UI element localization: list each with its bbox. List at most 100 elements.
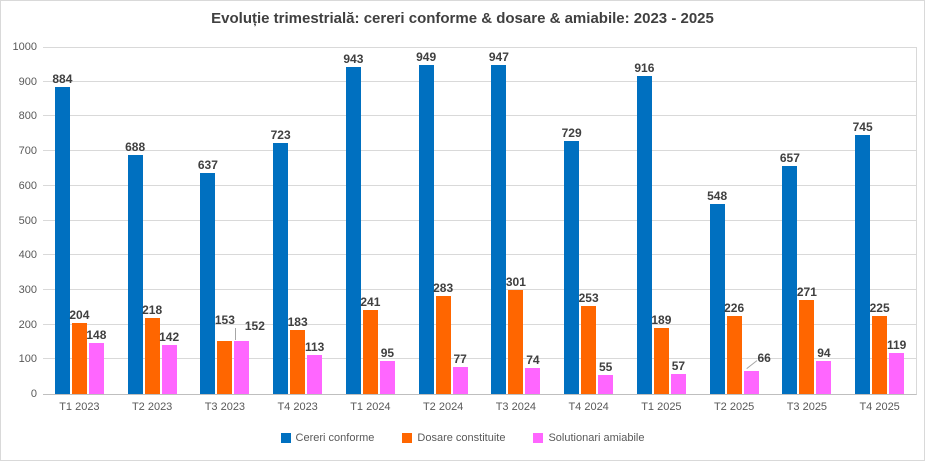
- bar-value-label: 148: [86, 328, 107, 342]
- legend-swatch: [533, 433, 544, 443]
- legend-item-dosare-constituite: Dosare constituite: [402, 432, 505, 444]
- x-tick-label: T3 2025: [786, 401, 828, 413]
- bar-cereri-conforme: 723: [271, 129, 291, 394]
- bar-value-label: 657: [779, 151, 800, 165]
- gridline: [43, 115, 916, 117]
- bar-solutionari-amiabile: 95: [379, 347, 395, 394]
- bar-group-t3-2024: 947 301 74: [480, 47, 553, 394]
- bar-value-label: 916: [634, 61, 655, 75]
- bar-group-t2-2023: 688 218 142: [116, 47, 189, 394]
- bar-solutionari-amiabile: 77: [452, 353, 468, 394]
- x-tick-label: T4 2024: [568, 401, 609, 413]
- bar-group-t3-2025: 657 271 94: [771, 47, 844, 394]
- bar-value-label: 745: [852, 120, 873, 134]
- bar-value-label: 271: [796, 285, 817, 299]
- bar-cereri-conforme: 947: [489, 51, 509, 394]
- y-tick-label: 500: [18, 214, 37, 227]
- x-tick-label: T4 2025: [859, 401, 900, 413]
- y-tick-label: 800: [18, 110, 37, 123]
- bar-value-label: 548: [707, 189, 728, 203]
- y-tick-label: 0: [30, 388, 37, 400]
- label-leader-line: [746, 360, 757, 369]
- bar-value-label: 77: [453, 352, 467, 366]
- y-tick-label: 100: [18, 353, 37, 366]
- x-tick-label: T1 2024: [350, 401, 391, 413]
- gridline: [43, 219, 916, 221]
- bar-solutionari-amiabile: 152: [234, 320, 265, 394]
- legend-label: Dosare constituite: [417, 432, 506, 444]
- bar-value-label: 283: [433, 281, 454, 295]
- gridline: [43, 323, 916, 325]
- bar-value-label: 153: [214, 313, 235, 327]
- bar-value-label: 226: [724, 301, 745, 315]
- bar-dosare-constituite: 218: [142, 304, 162, 394]
- bar-value-label: 66: [757, 351, 771, 365]
- bar-solutionari-amiabile: 66: [743, 352, 771, 394]
- bar-value-label: 204: [69, 308, 90, 322]
- bar-dosare-constituite: 226: [724, 302, 744, 394]
- bar-value-label: 884: [52, 72, 73, 86]
- bar-solutionari-amiabile: 119: [887, 339, 906, 394]
- y-tick-label: 600: [18, 179, 37, 192]
- legend-swatch: [402, 433, 413, 443]
- bar-value-label: 943: [343, 52, 364, 66]
- legend-item-cereri-conforme: Cereri conforme: [280, 432, 375, 444]
- gridline: [43, 47, 916, 48]
- bar-dosare-constituite: 241: [360, 296, 380, 394]
- plot-area: 884 204 148 688 218 142 637 153 152 723 183 113 943 2…: [43, 47, 917, 395]
- bar-solutionari-amiabile: 55: [598, 361, 614, 394]
- bar-value-label: 301: [505, 275, 526, 289]
- bar-value-label: 947: [488, 50, 509, 64]
- legend: Cereri conforme Dosare constituite Solutio…: [1, 432, 924, 444]
- legend-label: Solutionari amiabile: [548, 432, 645, 444]
- bar-value-label: 152: [244, 319, 265, 333]
- x-tick-label: T2 2024: [422, 401, 464, 413]
- bar-value-label: 688: [125, 140, 146, 154]
- bar-dosare-constituite: 204: [69, 309, 89, 394]
- x-tick-label: T2 2025: [713, 401, 755, 413]
- bar-value-label: 183: [287, 315, 308, 329]
- bar-solutionari-amiabile: 113: [305, 341, 324, 394]
- bar-cereri-conforme: 949: [416, 51, 436, 394]
- bar-dosare-constituite: 189: [651, 314, 671, 394]
- bar-cereri-conforme: 745: [853, 121, 873, 394]
- bar-cereri-conforme: 688: [125, 141, 145, 394]
- bar-solutionari-amiabile: 94: [816, 347, 832, 394]
- label-leader-line: [235, 328, 237, 340]
- x-tick-label: T3 2024: [495, 401, 537, 413]
- bar-solutionari-amiabile: 57: [670, 360, 686, 394]
- bar-group-t2-2024: 949 283 77: [407, 47, 480, 394]
- bar-group-t2-2025: 548 226 66: [698, 47, 771, 394]
- bar-value-label: 253: [578, 291, 599, 305]
- bar-cereri-conforme: 637: [198, 159, 218, 394]
- y-tick-label: 200: [18, 318, 37, 331]
- x-tick-label: T2 2023: [131, 401, 173, 413]
- bar-group-t4-2024: 729 253 55: [552, 47, 625, 394]
- x-tick-label: T1 2023: [59, 401, 100, 413]
- bar-value-label: 55: [598, 360, 613, 374]
- legend-swatch: [280, 433, 291, 443]
- bar-cereri-conforme: 916: [634, 62, 654, 394]
- bar-cereri-conforme: 943: [343, 53, 363, 394]
- legend-label: Cereri conforme: [295, 432, 375, 444]
- bar-value-label: 637: [197, 158, 218, 172]
- bar-value-label: 189: [651, 313, 672, 327]
- bar-group-t4-2023: 723 183 113: [261, 47, 334, 394]
- y-tick-label: 300: [18, 283, 37, 296]
- bar-value-label: 949: [416, 50, 437, 64]
- gridline: [43, 150, 916, 152]
- bar-solutionari-amiabile: 148: [86, 329, 106, 394]
- bar-value-label: 113: [304, 340, 325, 354]
- y-tick-label: 900: [18, 75, 37, 88]
- gridline: [43, 254, 916, 256]
- bar-dosare-constituite: 253: [579, 292, 599, 394]
- x-tick-label: T3 2023: [204, 401, 246, 413]
- bar-group-t1-2023: 884 204 148: [43, 47, 116, 394]
- bar-value-label: 723: [270, 128, 291, 142]
- x-tick-label: T1 2025: [641, 401, 682, 413]
- x-axis: T1 2023 T2 2023 T3 2023 T4 2023 T1 2024 T2 20…: [43, 401, 916, 413]
- bar-value-label: 729: [561, 126, 582, 140]
- y-tick-label: 1000: [12, 41, 37, 53]
- bar-dosare-constituite: 271: [797, 286, 817, 394]
- gridline: [43, 80, 916, 82]
